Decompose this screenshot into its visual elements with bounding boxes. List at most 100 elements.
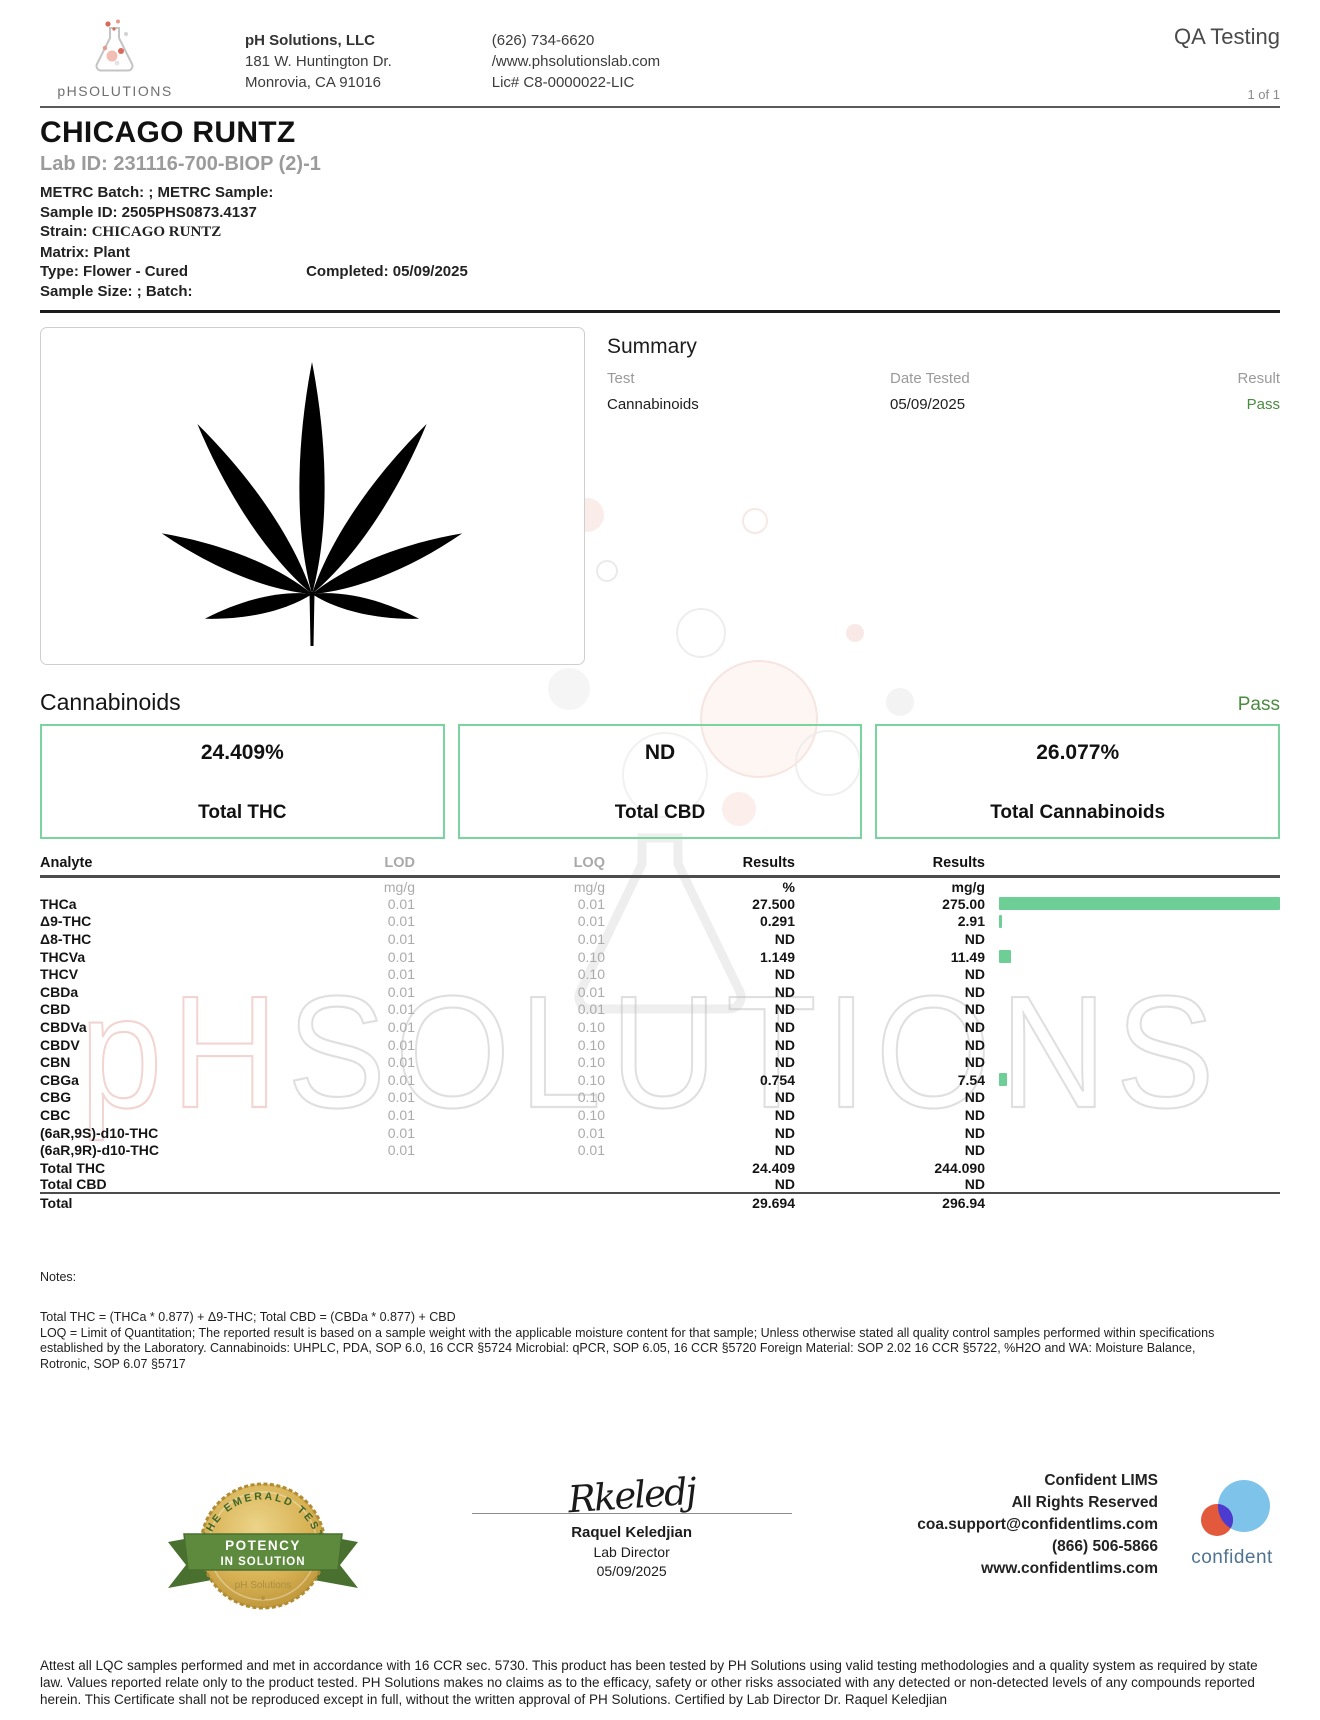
result-pct: 29.694 (752, 1194, 795, 1211)
analyte-row: Total 29.694 296.94 (40, 1194, 1280, 1212)
result-pct: 0.291 (759, 913, 795, 930)
page-indicator: 1 of 1 (1247, 87, 1280, 102)
analyte-row: Δ9-THC 0.01 0.01 0.291 2.91 (40, 913, 1280, 931)
cannabis-leaf-icon (161, 362, 463, 646)
units-row: mg/g mg/g % mg/g (40, 878, 1280, 895)
analyte-row: CBDV 0.01 0.10 ND ND (40, 1036, 1280, 1054)
confident-lims-block: Confident LIMS All Rights Reserved coa.s… (917, 1470, 1280, 1580)
result-pct: ND (774, 1089, 795, 1106)
analyte-name: (6aR,9S)-d10-THC (40, 1124, 159, 1141)
result-bar (999, 1073, 1007, 1087)
total-cannabinoids-value: 26.077% (1036, 741, 1120, 764)
analyte-rows: THCa 0.01 0.01 27.500 275.00 Δ9-THC 0.01 0.01 0.… (40, 895, 1280, 1212)
analyte-name: Δ8-THC (40, 930, 92, 947)
loq-value: 0.01 (577, 1142, 605, 1159)
analyte-row: Δ8-THC 0.01 0.01 ND ND (40, 930, 1280, 948)
matrix-line: Matrix: Plant (40, 243, 131, 261)
summary-col-date: Date Tested (890, 370, 970, 387)
summary-date-tested: 05/09/2025 (890, 396, 966, 413)
result-mgg: ND (964, 1018, 985, 1035)
unit-mgg: mg/g (951, 878, 985, 895)
loq-value: 0.10 (577, 1089, 605, 1106)
result-mgg: ND (964, 1176, 985, 1193)
loq-value: 0.10 (577, 948, 605, 965)
result-mgg: ND (964, 1036, 985, 1053)
total-thc-box: 24.409% Total THC (40, 724, 445, 839)
total-cbd-value: ND (644, 741, 676, 764)
result-bar-track (985, 1194, 1280, 1212)
result-mgg: ND (964, 1054, 985, 1071)
lab-website-link[interactable]: /www.phsolutionslab.com (491, 53, 661, 70)
result-mgg: 296.94 (942, 1194, 985, 1211)
result-bar-track (985, 948, 1280, 966)
loq-value: 0.01 (577, 913, 605, 930)
lab-id: Lab ID: 231116-700-BIOP (2)-1 (40, 153, 321, 175)
sample-header: CHICAGO RUNTZ Lab ID: 231116-700-BIOP (2… (40, 108, 1280, 301)
summary-col-result: Result (1237, 370, 1280, 387)
lod-value: 0.01 (387, 1124, 415, 1141)
analyte-row: CBDa 0.01 0.01 ND ND (40, 983, 1280, 1001)
result-mgg: ND (964, 1089, 985, 1106)
total-cbd-label: Total CBD (614, 802, 706, 823)
loq-value: 0.10 (577, 1018, 605, 1035)
lod-value: 0.01 (387, 948, 415, 965)
result-bar-track (985, 1141, 1280, 1159)
result-pct: ND (774, 1142, 795, 1159)
result-pct: ND (774, 1106, 795, 1123)
analyte-row: CBN 0.01 0.10 ND ND (40, 1053, 1280, 1071)
analyte-name: Total CBD (40, 1176, 107, 1193)
analyte-name: CBDV (40, 1036, 80, 1053)
signature-block: Rkeledj Raquel Keledjian Lab Director 05… (471, 1470, 792, 1580)
result-bar-track (985, 1159, 1280, 1177)
lims-website-link[interactable]: www.confidentlims.com (981, 1560, 1158, 1578)
result-pct: ND (774, 1001, 795, 1018)
result-mgg: 11.49 (950, 948, 985, 965)
emerald-test-badge: THE EMERALD TEST POTENCY IN SOLUTION pH … (160, 1470, 366, 1635)
result-mgg: ND (964, 983, 985, 1000)
lims-email-link[interactable]: coa.support@confidentlims.com (917, 1516, 1158, 1534)
summary-section: Summary Test Date Tested Result Cannabin… (585, 327, 1280, 665)
lab-address-line1: 181 W. Huntington Dr. (245, 53, 392, 70)
analyte-name: CBD (40, 1001, 71, 1018)
lod-value: 0.01 (387, 1018, 415, 1035)
lod-value: 0.01 (387, 1142, 415, 1159)
notes-title: Notes: (40, 1269, 77, 1284)
summary-col-test: Test (607, 370, 635, 387)
disclaimer-text: Attest all LQC samples performed and met… (40, 1658, 1258, 1708)
analyte-name: THCa (40, 895, 77, 912)
analyte-name: (6aR,9R)-d10-THC (40, 1142, 160, 1159)
loq-value: 0.01 (577, 895, 605, 912)
result-bar-track (985, 895, 1280, 913)
lab-name: pH Solutions, LLC (245, 32, 375, 49)
confident-logo-icon (1201, 1480, 1270, 1537)
analyte-table-header: Analyte LOD LOQ Results Results (40, 855, 1280, 878)
lab-logo: pHSOLUTIONS (40, 16, 190, 99)
signature-date: 05/09/2025 (596, 1563, 667, 1580)
analyte-name: CBGa (40, 1071, 79, 1088)
result-bar-track (985, 965, 1280, 983)
type-line: Type: Flower - Cured (40, 263, 189, 280)
footer: THE EMERALD TEST POTENCY IN SOLUTION pH … (40, 1470, 1280, 1635)
analyte-name: CBG (40, 1089, 72, 1106)
cannabinoids-title: Cannabinoids (40, 689, 181, 715)
loq-value: 0.10 (577, 966, 605, 983)
lod-value: 0.01 (387, 1089, 415, 1106)
result-bar-track (985, 1018, 1280, 1036)
analyte-name: THCVa (40, 948, 86, 965)
report-header: pHSOLUTIONS pH Solutions, LLC 181 W. Hun… (40, 16, 1280, 102)
result-bar-track (985, 913, 1280, 931)
section-divider (40, 310, 1280, 313)
lod-value: 0.01 (387, 1001, 415, 1018)
result-bar-track (985, 1177, 1280, 1193)
sample-image (40, 327, 585, 665)
loq-value: 0.10 (577, 1054, 605, 1071)
lod-value: 0.01 (387, 983, 415, 1000)
sample-id-line: Sample ID: 2505PHS0873.4137 (40, 203, 257, 221)
confident-logo-text: confident (1191, 1547, 1273, 1569)
analyte-name: Total (40, 1194, 73, 1211)
analyte-table: Analyte LOD LOQ Results Results mg/g mg/… (40, 855, 1280, 1212)
result-bar-track (985, 1089, 1280, 1107)
result-mgg: 275.00 (942, 895, 985, 912)
col-analyte: Analyte (40, 855, 93, 871)
